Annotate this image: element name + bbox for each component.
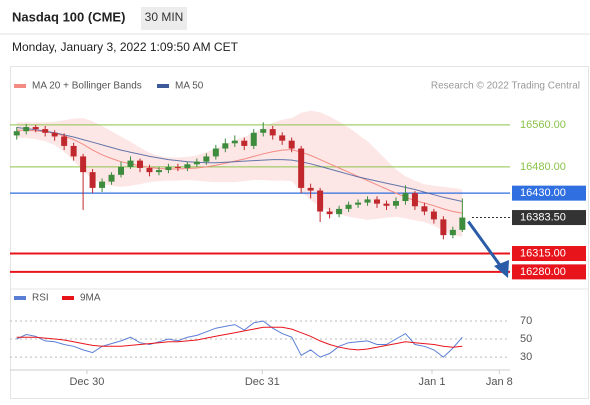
legend-label: MA 50 xyxy=(175,81,204,92)
candle-body xyxy=(402,193,409,202)
candle-body xyxy=(411,193,418,207)
candle-body xyxy=(440,219,447,236)
legend-swatch xyxy=(14,84,26,88)
y-tick-label: 30 xyxy=(520,351,532,363)
level-label: 16315.00 xyxy=(520,247,566,259)
level-box xyxy=(512,210,586,226)
candle-body xyxy=(260,129,267,133)
candle-body xyxy=(89,172,96,188)
candle-body xyxy=(374,199,381,204)
candle-body xyxy=(298,148,305,188)
level-label: 16560.00 xyxy=(520,119,566,131)
level-box xyxy=(512,246,586,262)
title: Nasdaq 100 (CME) xyxy=(12,9,125,24)
rsi-line xyxy=(16,320,463,358)
candle-body xyxy=(345,204,352,209)
candle-body xyxy=(279,135,286,141)
candle-body xyxy=(231,140,238,144)
candle-body xyxy=(99,181,106,188)
x-tick-label: Dec 30 xyxy=(69,376,104,388)
candle-body xyxy=(364,199,371,203)
candle-body xyxy=(222,143,229,149)
candle-body xyxy=(203,156,210,162)
candle-body xyxy=(174,166,181,168)
legend-swatch xyxy=(14,296,26,300)
level-box xyxy=(512,264,586,280)
candle-body xyxy=(70,145,77,157)
candle-body xyxy=(326,211,333,215)
candle-body xyxy=(269,129,276,136)
forecast-arrowhead xyxy=(494,260,509,278)
candle-body xyxy=(193,161,200,165)
rsi-line xyxy=(16,326,463,351)
candle-body xyxy=(184,164,191,168)
legend-label: MA 20 + Bollinger Bands xyxy=(32,81,142,92)
legend-label: RSI xyxy=(32,293,49,304)
y-tick-label: 50 xyxy=(520,333,532,345)
interval-box xyxy=(141,7,187,30)
candle-body xyxy=(108,174,115,182)
interval: 30 MIN xyxy=(145,10,184,24)
candle-body xyxy=(383,203,390,206)
legend-swatch xyxy=(62,296,74,300)
candle-body xyxy=(355,202,362,205)
legend-label: 9MA xyxy=(80,293,101,304)
candle-body xyxy=(127,160,134,167)
y-tick-label: 70 xyxy=(520,315,532,327)
timestamp: Monday, January 3, 2022 1:09:50 AM CET xyxy=(12,40,239,54)
candle-body xyxy=(118,166,125,175)
level-label: 16480.00 xyxy=(520,161,566,173)
forecast-arrow xyxy=(467,220,504,269)
candle-body xyxy=(23,127,30,132)
candle-body xyxy=(61,136,68,146)
candle-body xyxy=(42,129,49,133)
candle-body xyxy=(136,160,143,168)
candle-body xyxy=(449,229,456,236)
candle-body xyxy=(146,167,153,173)
x-tick-label: Jan 1 xyxy=(419,376,446,388)
candle-body xyxy=(155,170,162,173)
candle-body xyxy=(317,190,324,212)
candle-body xyxy=(32,127,39,130)
candle-body xyxy=(250,132,257,146)
level-label: 16430.00 xyxy=(520,187,566,199)
level-label: 16383.50 xyxy=(520,211,566,223)
level-box xyxy=(512,185,586,201)
candle-body xyxy=(13,131,20,136)
ma20-line xyxy=(16,129,463,214)
ma50-line xyxy=(16,127,463,202)
candle-body xyxy=(51,132,58,137)
candle-body xyxy=(165,166,172,171)
candle-body xyxy=(336,208,343,215)
candle-body xyxy=(459,217,466,230)
level-label: 16280.00 xyxy=(520,266,566,278)
credit: Research © 2022 Trading Central xyxy=(431,81,580,92)
candle-body xyxy=(288,140,295,149)
candle-body xyxy=(241,140,248,146)
candle-body xyxy=(392,201,399,206)
legend-swatch xyxy=(157,84,169,88)
candle-body xyxy=(212,148,219,157)
candle-body xyxy=(80,156,87,173)
frame xyxy=(10,66,589,399)
x-tick-label: Dec 31 xyxy=(245,376,280,388)
candle-body xyxy=(421,206,428,212)
x-tick-label: Jan 8 xyxy=(486,376,513,388)
candle-body xyxy=(307,187,314,191)
candle-body xyxy=(430,211,437,220)
